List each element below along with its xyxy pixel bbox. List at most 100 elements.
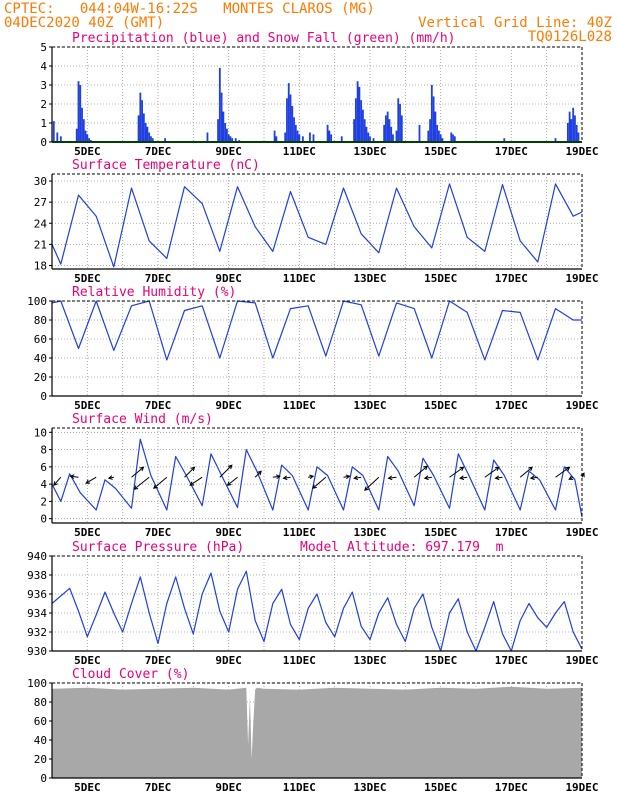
precip-bar xyxy=(298,134,301,142)
precip-bar xyxy=(229,136,232,142)
x-tick-label: 7DEC xyxy=(145,781,172,794)
precip-bar xyxy=(293,117,295,142)
precip-bar xyxy=(287,83,290,142)
precip-bar xyxy=(79,85,82,142)
x-tick-label: 19DEC xyxy=(565,654,598,667)
precip-bar xyxy=(358,86,361,142)
wind-vector xyxy=(555,466,571,478)
wind-vector xyxy=(133,476,150,490)
y-tick-label: 4 xyxy=(40,60,47,73)
x-tick-label: 9DEC xyxy=(215,654,242,667)
x-tick-label: 5DEC xyxy=(74,399,101,412)
y-tick-label: 24 xyxy=(34,217,48,230)
precip-bar xyxy=(400,115,403,142)
precip-bar xyxy=(286,98,288,142)
wind-vector xyxy=(343,474,351,480)
precip-bar xyxy=(577,132,580,142)
y-tick-label: 0 xyxy=(40,772,47,785)
precip-bar xyxy=(436,124,439,142)
wind-vector xyxy=(254,470,262,478)
precip-bar xyxy=(301,136,304,142)
y-tick-label: 40 xyxy=(34,734,47,747)
precip-bar xyxy=(220,92,223,142)
precip-bar xyxy=(52,121,55,142)
model-altitude-label: Model Altitude: 697.179 m xyxy=(300,540,504,555)
x-tick-label: 13DEC xyxy=(353,781,386,794)
wind-vector xyxy=(387,475,397,481)
header-location: CPTEC: 044:04W-16:22S MONTES CLAROS (MG) xyxy=(4,1,375,17)
y-tick-label: 2 xyxy=(40,98,47,111)
precip-bar xyxy=(566,123,569,142)
wind-vector xyxy=(423,475,432,481)
precip-bar xyxy=(441,138,444,142)
y-tick-label: 27 xyxy=(34,196,47,209)
wind-line xyxy=(51,438,583,518)
x-tick-label: 19DEC xyxy=(565,272,598,285)
precip-bar xyxy=(151,138,154,142)
wind-vector xyxy=(312,476,327,489)
panels-layer: 0 1 2 3 4 5 5DEC 7DEC 9DEC 11DEC 13DEC 15DEC 17DEC 19… xyxy=(27,41,598,794)
x-tick-label: 9DEC xyxy=(215,272,242,285)
precip-bar xyxy=(356,81,359,142)
x-tick-label: 19DEC xyxy=(565,526,598,539)
x-tick-label: 11DEC xyxy=(283,399,316,412)
x-tick-label: 19DEC xyxy=(565,145,598,158)
wind-vector xyxy=(494,475,503,481)
precip-bar xyxy=(231,138,234,142)
precip-bar xyxy=(362,109,364,142)
precip-bar xyxy=(275,136,278,142)
x-tick-label: 5DEC xyxy=(74,272,101,285)
y-tick-label: 100 xyxy=(27,677,47,690)
precip-bar xyxy=(81,107,83,142)
precip-bar xyxy=(328,130,331,142)
wind-vector xyxy=(449,466,465,478)
precip-bar xyxy=(434,111,437,142)
pressure-line xyxy=(51,570,583,652)
precip-bar xyxy=(291,105,294,142)
y-tick-label: 0 xyxy=(40,136,47,149)
x-tick-label: 5DEC xyxy=(74,781,101,794)
temperature-panel: 18 21 24 27 30 5DEC 7DEC 9DEC 11DEC 13DEC 15DEC 17D… xyxy=(34,173,599,285)
precip-bar xyxy=(226,128,228,142)
precip-bar xyxy=(289,94,292,142)
precip-bar xyxy=(452,134,454,142)
precip-bar xyxy=(392,134,394,142)
x-tick-label: 9DEC xyxy=(215,781,242,794)
precip-bar xyxy=(330,134,333,142)
x-tick-label: 7DEC xyxy=(145,526,172,539)
precip-bar xyxy=(224,123,227,142)
precip-bar xyxy=(399,104,401,142)
wind-vector xyxy=(308,474,315,480)
humidity-panel: 0 20 40 60 80 100 5DEC 7DEC 9DEC 11DEC 13DEC 15DEC 1… xyxy=(27,295,598,412)
x-tick-label: 9DEC xyxy=(215,145,242,158)
y-tick-label: 40 xyxy=(34,352,47,365)
precip-bar xyxy=(84,130,87,142)
temperature-line xyxy=(51,183,583,268)
wind-vector xyxy=(364,476,380,491)
precip-bar xyxy=(141,100,143,142)
wind-vector xyxy=(568,475,574,480)
x-tick-label: 15DEC xyxy=(424,145,457,158)
precip-bar xyxy=(309,132,311,142)
y-tick-label: 936 xyxy=(27,588,47,601)
x-tick-label: 5DEC xyxy=(74,526,101,539)
precip-bar xyxy=(227,134,230,142)
precip-bar xyxy=(312,134,315,142)
cloud-panel: 0 20 40 60 80 100 5DEC 7DEC 9DEC 11DEC 13DEC 15DEC 1… xyxy=(27,677,598,794)
precip-bar xyxy=(397,98,400,142)
precip-bar xyxy=(570,119,573,142)
x-tick-label: 13DEC xyxy=(353,399,386,412)
precip-bar xyxy=(418,124,421,142)
wind-vector xyxy=(353,475,362,481)
wind-vector xyxy=(413,465,428,478)
wind-vector xyxy=(85,476,97,484)
precip-bar xyxy=(363,119,366,142)
x-tick-label: 11DEC xyxy=(283,654,316,667)
precip-bar xyxy=(77,81,80,142)
precip-bar xyxy=(86,134,89,142)
precip-bar xyxy=(59,136,62,142)
x-tick-label: 5DEC xyxy=(74,654,101,667)
x-tick-label: 13DEC xyxy=(353,654,386,667)
precip-bar xyxy=(354,98,357,142)
